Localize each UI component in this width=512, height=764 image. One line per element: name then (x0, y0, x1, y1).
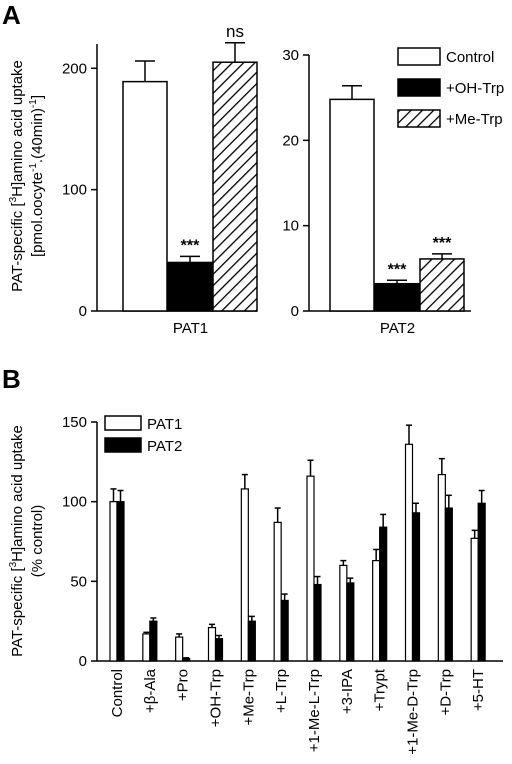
legend-swatch-b-2 (104, 437, 142, 453)
bar-b-PAT1-9 (372, 560, 381, 662)
y-tick-label-a1: 100 (62, 182, 87, 199)
bar-b-PAT1-7 (306, 475, 315, 662)
x-category-label-b-9: +Trypt (372, 668, 389, 711)
y-tick-label-a1: 0 (79, 303, 87, 320)
bar-b-PAT1-3 (175, 636, 184, 662)
significance-label-a2: *** (433, 235, 452, 252)
bar-b-PAT1-4 (207, 626, 217, 662)
x-category-label-b-1: Control (109, 669, 126, 717)
x-category-label-b-4: +OH-Trp (208, 669, 225, 727)
legend-label-b-2: PAT2 (147, 438, 182, 455)
bar-b-PAT1-1 (109, 501, 118, 662)
x-category-label-b-3: +Pro (175, 669, 192, 701)
x-category-label-b-10: +1-Me-D-Trp (405, 669, 422, 755)
x-category-label-b-7: +1-Me-L-Trp (306, 669, 323, 752)
bar-b-PAT1-6 (273, 521, 282, 662)
y-axis-label-b-line1: PAT-specific [3H]amino acid uptake (8, 425, 26, 657)
x-category-label-b-6: +L-Trp (273, 669, 290, 713)
legend-label-a-3: +Me-Trp (446, 111, 503, 128)
bar-b-PAT1-10 (404, 443, 414, 662)
bar-b-PAT1-2 (142, 633, 151, 662)
bar-b-PAT2-6 (280, 599, 289, 662)
y-tick-label-b: 150 (62, 414, 87, 431)
y-tick-label-a2: 0 (291, 303, 299, 320)
legend-swatch-a-1 (397, 47, 441, 66)
bar-b-PAT2-3 (182, 658, 191, 662)
legend-label-a-1: Control (446, 49, 494, 66)
bar-b-PAT2-1 (116, 501, 125, 662)
bar-b-PAT1-12 (470, 537, 479, 662)
bar-b-PAT2-8 (346, 582, 355, 662)
x-category-label-b-11: +D-Trp (437, 669, 454, 716)
x-category-label-b-5: +Me-Trp (240, 669, 257, 726)
y-tick-label-b: 50 (70, 573, 87, 590)
y-axis-label-a-line1: PAT-specific [3H]amino acid uptake (8, 60, 26, 292)
legend-label-a-2: +OH-Trp (446, 80, 504, 97)
bar-a2-2 (374, 282, 420, 312)
panel-label-b: B (2, 364, 21, 394)
x-category-label-b-2: +β-Ala (142, 668, 159, 713)
bar-a2-3 (419, 258, 465, 312)
bar-b-PAT2-9 (379, 526, 388, 662)
panel-a-chart: PAT-specific [3H]amino acid uptake[pmol.… (8, 22, 504, 337)
significance-label-a1: *** (181, 237, 200, 254)
y-axis-label-a-line2: [pmol.oocyte-1.(40min)-1] (28, 95, 46, 257)
y-tick-label-a2: 30 (282, 47, 299, 64)
bar-b-PAT2-10 (411, 512, 421, 662)
x-category-label-b-12: +5-HT (470, 669, 487, 711)
x-category-label-a2: PAT2 (380, 320, 415, 337)
y-tick-label-b: 0 (79, 653, 87, 670)
y-tick-label-a1: 200 (62, 60, 87, 77)
bar-a2-1 (329, 98, 375, 312)
panel-b-chart: PAT-specific [3H]amino acid uptake (% con… (8, 414, 503, 755)
legend-swatch-b-1 (104, 415, 142, 431)
y-tick-label-b: 100 (62, 494, 87, 511)
bar-b-PAT1-8 (339, 564, 348, 662)
bar-a1-1 (122, 80, 168, 312)
significance-label-a1: ns (226, 22, 244, 41)
bar-a1-2 (167, 261, 213, 312)
legend-swatch-a-2 (397, 78, 441, 97)
bar-b-PAT2-2 (149, 620, 158, 662)
legend-label-b-1: PAT1 (147, 416, 182, 433)
x-category-label-b-8: +3-IPA (339, 669, 356, 714)
bar-a1-3 (212, 61, 258, 312)
bar-b-PAT1-5 (240, 488, 249, 662)
bar-b-PAT2-11 (444, 507, 453, 662)
panel-label-a: A (2, 0, 21, 30)
legend-swatch-a-3 (397, 109, 441, 128)
y-tick-label-a2: 20 (282, 132, 299, 149)
bar-b-PAT1-11 (437, 473, 446, 662)
bar-b-PAT2-4 (214, 638, 224, 662)
y-tick-label-a2: 10 (282, 218, 299, 235)
x-category-label-a1: PAT1 (173, 320, 208, 337)
bar-b-PAT2-5 (247, 620, 256, 662)
bar-b-PAT2-12 (477, 502, 486, 662)
bar-b-PAT2-7 (313, 583, 322, 662)
significance-label-a2: *** (388, 261, 407, 278)
y-axis-label-b-line2: (% control) (29, 505, 46, 578)
